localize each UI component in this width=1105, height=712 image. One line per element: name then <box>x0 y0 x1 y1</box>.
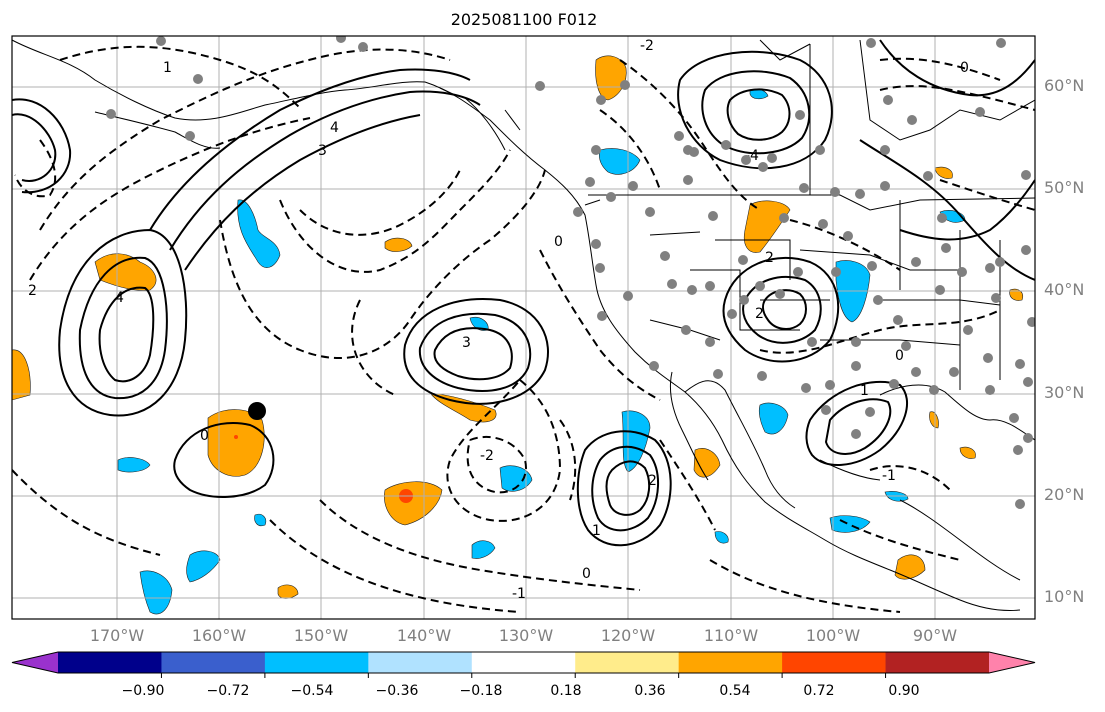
colorbar-tick-label: 0.36 <box>634 683 666 699</box>
map-background <box>12 36 1035 619</box>
contour-label: 1 <box>163 60 172 76</box>
contour-label: 4 <box>115 290 124 306</box>
shading-negative <box>117 88 966 615</box>
station-markers <box>106 36 1035 509</box>
colorbar-tick-label: −0.18 <box>459 683 503 699</box>
contour-label: 2 <box>765 250 774 266</box>
contour-label: -1 <box>512 586 526 602</box>
colorbar-segment <box>161 652 266 673</box>
contour-label: 0 <box>554 234 563 250</box>
contour-label: -2 <box>480 448 494 464</box>
colorbar-tick-label: 0.72 <box>803 683 835 699</box>
lon-label-100w: 100°W <box>805 626 861 645</box>
lat-label-40n: 40°N <box>1044 280 1085 299</box>
contour-label: 1 <box>592 523 601 539</box>
colorbar-segment <box>678 652 783 673</box>
lon-label-120w: 120°W <box>600 626 656 645</box>
colorbar-segment <box>368 652 473 673</box>
lon-label-110w: 110°W <box>703 626 759 645</box>
lat-label-20n: 20°N <box>1044 485 1085 504</box>
contour-label: 2 <box>648 473 657 489</box>
contour-label: -1 <box>882 468 896 484</box>
lat-label-50n: 50°N <box>1044 178 1085 197</box>
colorbar-segment <box>782 652 887 673</box>
colorbar-segment <box>264 652 369 673</box>
shading-positive <box>12 55 1023 599</box>
colorbar-segment <box>58 652 162 673</box>
contour-label: 0 <box>582 566 591 582</box>
lat-label-60n: 60°N <box>1044 76 1085 95</box>
lon-label-150w: 150°W <box>293 626 349 645</box>
contour-label: 0 <box>960 60 969 76</box>
contour-label: 2 <box>28 283 37 299</box>
lat-label-30n: 30°N <box>1044 383 1085 402</box>
colorbar-extend-max <box>989 652 1035 673</box>
coastlines <box>12 39 1035 611</box>
colorbar-extend-min <box>12 652 58 673</box>
contour-label: 4 <box>330 120 339 136</box>
colorbar-segment <box>471 652 576 673</box>
contour-label: 3 <box>318 143 327 159</box>
colorbar-tick-label: 0.54 <box>719 683 751 699</box>
contour-label: 0 <box>895 348 904 364</box>
colorbar-tick-label: −0.72 <box>206 683 250 699</box>
contour-label: -2 <box>640 38 654 54</box>
contours-negative <box>12 45 1035 613</box>
lon-label-170w: 170°W <box>89 626 145 645</box>
colorbar-segment <box>885 652 990 673</box>
graticule <box>12 36 1035 619</box>
colorbar-outline <box>11 651 1036 674</box>
lon-label-130w: 130°W <box>498 626 554 645</box>
contour-label: 2 <box>755 306 764 322</box>
colorbar-tick-label: 0.90 <box>888 683 920 699</box>
colorbar-tick-label: −0.54 <box>290 683 334 699</box>
colorbar-segment <box>575 652 680 673</box>
chart-title: 2025081100 F012 <box>450 10 598 29</box>
colorbar-tick-label: −0.36 <box>375 683 419 699</box>
contour-labels: 3 4 0 -2 1 2 -1 3 2 0 -2 1 0 2 -4 -1 0 1… <box>28 38 969 602</box>
lat-label-10n: 10°N <box>1044 587 1085 606</box>
lon-label-140w: 140°W <box>396 626 452 645</box>
contour-label: 0 <box>200 428 209 444</box>
map-content: 3 4 0 -2 1 2 -1 3 2 0 -2 1 0 2 -4 -1 0 1… <box>12 36 1035 619</box>
lon-label-90w: 90°W <box>912 626 958 645</box>
colorbar-tick-label: −0.90 <box>121 683 165 699</box>
colorbar-tick-label: 0.18 <box>550 683 582 699</box>
contours-positive <box>12 39 1035 547</box>
contour-label: 3 <box>462 335 471 351</box>
marker-point <box>248 402 266 420</box>
lon-label-160w: 160°W <box>191 626 247 645</box>
colorbar <box>11 651 1036 678</box>
map-frame <box>11 35 1036 620</box>
contour-label: 1 <box>860 383 869 399</box>
